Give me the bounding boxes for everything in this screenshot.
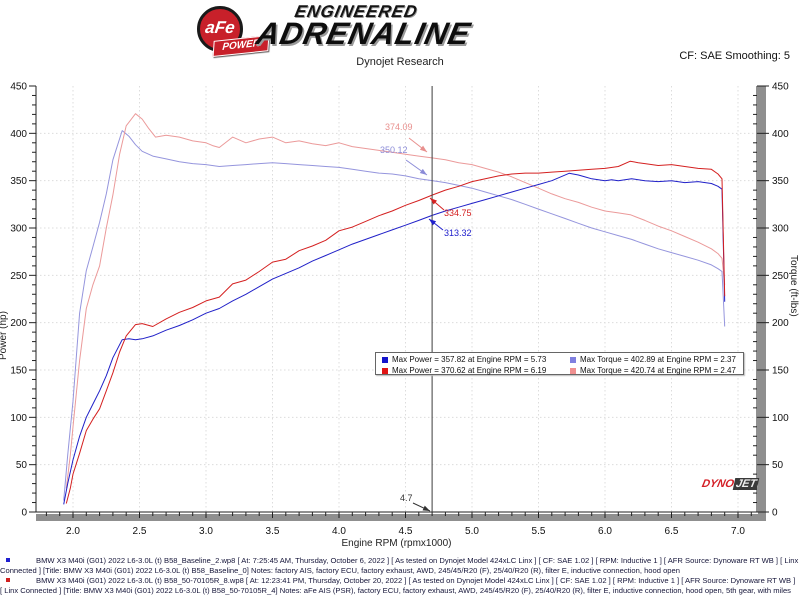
power-tick-label: 50 — [16, 460, 28, 471]
torque-tick-label: 50 — [772, 460, 784, 471]
power-tick-label: 300 — [10, 224, 27, 235]
power-tick-label: 450 — [10, 82, 27, 93]
right-scrollbar[interactable] — [758, 86, 766, 521]
rpm-tick-label: 3.5 — [266, 526, 280, 537]
rpm-tick-label: 3.0 — [199, 526, 213, 537]
annotation-arrowhead — [429, 219, 437, 226]
legend-swatch-icon — [570, 356, 576, 363]
torque-tick-label: 200 — [772, 318, 789, 329]
legend-label: Max Power = 370.62 at Engine RPM = 6.19 — [392, 366, 547, 375]
power-axis-title: Power (hp) — [0, 311, 9, 360]
torque-tick-label: 0 — [772, 508, 778, 519]
power-tick-label: 350 — [10, 176, 27, 187]
run1-description-line1: BMW X3 M40i (G01) 2022 L6-3.0L (t) B58_B… — [0, 556, 800, 566]
dynojet-logo: DYNOJET — [700, 478, 760, 490]
bottom-scrollbar[interactable] — [36, 514, 766, 521]
rpm-axis-title: Engine RPM (rpmx1000) — [341, 538, 452, 549]
run2-bullet-icon — [6, 578, 10, 582]
power-tick-label: 400 — [10, 129, 27, 140]
legend-item-0: Max Power = 357.82 at Engine RPM = 5.73 — [382, 355, 570, 364]
annotation-arrowhead — [419, 168, 427, 175]
run2-description-line1: BMW X3 M40i (G01) 2022 L6-3.0L (t) B58_5… — [0, 576, 800, 586]
rpm-tick-label: 5.0 — [465, 526, 479, 537]
afe-badge-text: aFe — [204, 18, 237, 37]
rpm-tick-label: 7.0 — [731, 526, 745, 537]
dynojet-logo-dyno: DYNO — [700, 478, 736, 490]
run2-description-line2: [ Linx Connected ] [Title: BMW X3 M40i (… — [0, 586, 791, 595]
legend-box: Max Power = 357.82 at Engine RPM = 5.73 M… — [375, 352, 744, 375]
dyno-plot: 0 0 50 50 100 100 150 150 200 200 250 250 300 300 350 3… — [10, 82, 789, 538]
dyno-chart: 0 0 50 50 100 100 150 150 200 200 250 250 300 300 350 3… — [0, 80, 800, 550]
series-afe-torque — [65, 113, 726, 489]
rpm-tick-label: 6.5 — [665, 526, 679, 537]
power-tick-label: 0 — [21, 508, 27, 519]
torque-tick-label: 350 — [772, 176, 789, 187]
power-tick-label: 100 — [10, 413, 27, 424]
series-baseline-power — [63, 172, 726, 505]
cursor-value-annotation: 334.75 — [444, 208, 472, 218]
torque-tick-label: 100 — [772, 413, 789, 424]
rpm-tick-label: 4.0 — [332, 526, 346, 537]
torque-tick-label: 450 — [772, 82, 789, 93]
rpm-tick-label: 2.0 — [66, 526, 80, 537]
run1-bullet-icon — [6, 558, 10, 562]
torque-tick-label: 400 — [772, 129, 789, 140]
run1-description-line2: Connected ] [Title: BMW X3 M40i (G01) 20… — [0, 566, 680, 575]
torque-tick-label: 150 — [772, 366, 789, 377]
legend-swatch-icon — [382, 356, 388, 363]
power-tick-label: 200 — [10, 318, 27, 329]
rpm-tick-label: 6.0 — [598, 526, 612, 537]
annotation-arrowhead — [422, 505, 430, 511]
legend-swatch-icon — [570, 367, 576, 374]
brand-adrenaline: ADRENALINE — [253, 16, 475, 51]
correction-factor-label: CF: SAE Smoothing: 5 — [679, 50, 790, 62]
legend-item-3: Max Torque = 420.74 at Engine RPM = 2.47 — [570, 366, 743, 375]
cursor-value-annotation: 374.09 — [385, 122, 413, 132]
rpm-tick-label: 4.5 — [399, 526, 413, 537]
torque-tick-label: 250 — [772, 271, 789, 282]
cursor-value-annotation: 313.32 — [444, 228, 472, 238]
dynojet-logo-jet: JET — [732, 478, 760, 490]
cursor-value-annotation: 4.7 — [400, 493, 413, 503]
afe-power-logo: aFe POWER ENGINEERED ADRENALINE — [195, 2, 595, 58]
annotation-arrowhead — [430, 198, 438, 205]
run-descriptions: BMW X3 M40i (G01) 2022 L6-3.0L (t) B58_B… — [0, 556, 800, 596]
series-baseline-torque — [63, 130, 726, 501]
report-subtitle: Dynojet Research — [356, 56, 444, 68]
series-afe-power — [65, 160, 726, 504]
rpm-tick-label: 5.5 — [532, 526, 546, 537]
torque-tick-label: 300 — [772, 224, 789, 235]
legend-item-1: Max Torque = 402.89 at Engine RPM = 2.37 — [570, 355, 743, 364]
power-tick-label: 250 — [10, 271, 27, 282]
cursor-value-annotation: 350.12 — [380, 145, 408, 155]
legend-item-2: Max Power = 370.62 at Engine RPM = 6.19 — [382, 366, 570, 375]
power-tick-label: 150 — [10, 366, 27, 377]
legend-label: Max Torque = 420.74 at Engine RPM = 2.47 — [580, 366, 736, 375]
torque-axis-title: Torque (ft-lbs) — [788, 255, 799, 317]
legend-label: Max Torque = 402.89 at Engine RPM = 2.37 — [580, 355, 736, 364]
legend-label: Max Power = 357.82 at Engine RPM = 5.73 — [392, 355, 547, 364]
annotation-arrowhead — [419, 145, 427, 152]
rpm-tick-label: 2.5 — [133, 526, 147, 537]
legend-swatch-icon — [382, 367, 388, 374]
